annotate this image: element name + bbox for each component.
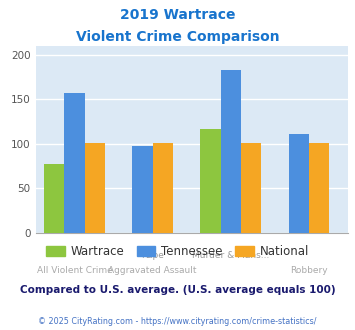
Text: Murder & Mans...: Murder & Mans... xyxy=(192,251,269,260)
Text: Compared to U.S. average. (U.S. average equals 100): Compared to U.S. average. (U.S. average … xyxy=(20,285,335,295)
Text: Rape: Rape xyxy=(141,251,164,260)
Bar xyxy=(289,134,309,233)
Legend: Wartrace, Tennessee, National: Wartrace, Tennessee, National xyxy=(42,241,313,263)
Bar xyxy=(220,70,241,233)
Text: Violent Crime Comparison: Violent Crime Comparison xyxy=(76,30,279,44)
Text: 2019 Wartrace: 2019 Wartrace xyxy=(120,8,235,22)
Bar xyxy=(200,129,220,233)
Text: Robbery: Robbery xyxy=(290,266,328,275)
Bar xyxy=(44,164,64,233)
Bar xyxy=(153,143,173,233)
Text: © 2025 CityRating.com - https://www.cityrating.com/crime-statistics/: © 2025 CityRating.com - https://www.city… xyxy=(38,317,317,326)
Bar xyxy=(64,93,85,233)
Text: All Violent Crime: All Violent Crime xyxy=(37,266,113,275)
Text: Aggravated Assault: Aggravated Assault xyxy=(108,266,197,275)
Bar xyxy=(241,143,261,233)
Bar xyxy=(132,146,153,233)
Bar xyxy=(85,143,105,233)
Bar xyxy=(309,143,329,233)
